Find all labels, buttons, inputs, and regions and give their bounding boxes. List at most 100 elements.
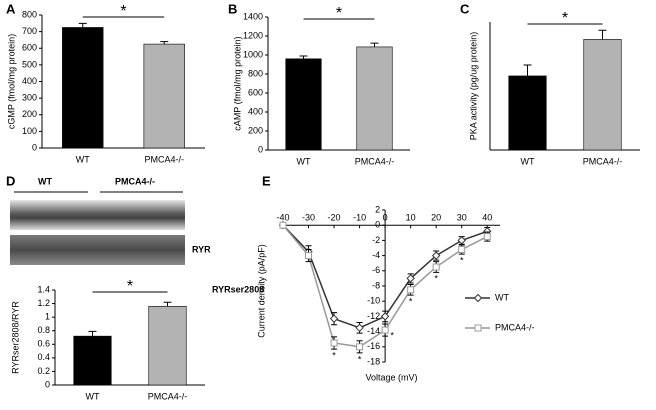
error-bar <box>299 55 308 59</box>
marker <box>406 274 415 283</box>
bar <box>285 58 322 151</box>
x-tick-label: -20 <box>328 213 341 223</box>
error-bar <box>163 301 172 307</box>
y-tick-label: 0 <box>258 144 263 154</box>
significance-star: * <box>409 296 413 306</box>
x-tick-label: PMCA4-/- <box>355 156 395 166</box>
panel-label: D <box>6 173 15 188</box>
x-tick-label: -30 <box>302 213 315 223</box>
x-tick-label: WT <box>86 391 100 401</box>
bar <box>143 43 185 149</box>
y-tick-label: 2 <box>375 204 380 214</box>
error-bar <box>160 41 169 45</box>
panel-label: A <box>6 1 16 16</box>
bar <box>356 46 393 151</box>
y-tick-label: 500 <box>22 59 37 69</box>
x-tick-label: PMCA4-/- <box>583 156 623 166</box>
y-tick-label: 100 <box>22 126 37 136</box>
error-bar <box>598 29 607 40</box>
panel-label: E <box>262 173 271 188</box>
y-tick-label: -8 <box>372 280 380 290</box>
y-tick-label: 1000 <box>243 49 263 59</box>
y-tick-label: 1200 <box>243 30 263 40</box>
blot-image <box>10 235 185 265</box>
x-axis-label: Voltage (mV) <box>365 372 417 382</box>
legend-label: PMCA4-/- <box>495 322 535 332</box>
blot-group-label: PMCA4-/- <box>115 176 155 186</box>
y-tick-label: 0 <box>32 142 37 152</box>
marker <box>279 221 287 229</box>
marker <box>457 236 466 245</box>
significance-star: * <box>358 354 362 364</box>
marker <box>458 246 466 254</box>
marker <box>432 263 440 271</box>
blot-group-label: WT <box>38 176 52 186</box>
x-tick-label: 0 <box>383 213 388 223</box>
y-tick-label: -14 <box>367 326 380 336</box>
x-tick-label: -10 <box>353 213 366 223</box>
x-tick-label: 40 <box>482 213 492 223</box>
y-tick-label: 200 <box>248 125 263 135</box>
significance-star: * <box>120 3 126 20</box>
legend-label: WT <box>495 292 509 302</box>
y-axis-label: cAMP (fmol/mg protein) <box>232 36 242 130</box>
y-tick-label: -10 <box>367 296 380 306</box>
x-tick-label: -40 <box>276 213 289 223</box>
error-bar <box>78 22 87 28</box>
significance-star: * <box>460 255 464 265</box>
y-tick-label: 200 <box>22 109 37 119</box>
y-tick-label: 300 <box>22 93 37 103</box>
marker <box>407 286 415 294</box>
significance-star: * <box>336 5 342 22</box>
significance-star: * <box>332 350 336 360</box>
bar <box>508 75 547 151</box>
x-tick-label: 10 <box>406 213 416 223</box>
significance-star: * <box>434 274 438 284</box>
y-tick-label: 0.4 <box>37 352 50 362</box>
marker <box>329 314 339 323</box>
marker <box>330 339 338 347</box>
y-axis-label: Current density (pA/pF) <box>256 244 266 338</box>
marker <box>305 252 313 260</box>
y-tick-label: -6 <box>372 265 380 275</box>
y-tick-label: 1.2 <box>37 298 50 308</box>
x-tick-label: WT <box>297 156 311 166</box>
y-tick-label: 0.2 <box>37 366 50 376</box>
y-tick-label: 0.6 <box>37 339 50 349</box>
significance-star: * <box>390 331 394 341</box>
y-axis-label: cGMP (fmol/mg protein) <box>6 34 16 129</box>
marker <box>355 323 364 333</box>
blot-image <box>10 200 185 230</box>
marker <box>356 343 364 351</box>
bar <box>148 305 187 386</box>
y-tick-label: 0 <box>375 220 380 230</box>
y-tick-label: 800 <box>248 68 263 78</box>
blot-label: RYR <box>192 244 211 254</box>
y-tick-label: 0 <box>45 379 50 389</box>
y-tick-label: 0.8 <box>37 325 50 335</box>
panel-label: B <box>228 1 237 16</box>
y-tick-label: 600 <box>22 43 37 53</box>
y-tick-label: -4 <box>372 250 380 260</box>
significance-star: * <box>127 278 133 295</box>
panel-label: C <box>460 1 470 16</box>
y-tick-label: 1.4 <box>37 284 50 294</box>
y-axis-label: RYRser2808/RYR <box>10 301 20 374</box>
y-tick-label: 1 <box>45 312 50 322</box>
bar <box>583 39 622 151</box>
bar <box>73 335 112 386</box>
y-axis-label: PKA activity (pg/ug protein) <box>468 32 478 141</box>
blot-label: RYRser2808 <box>212 284 264 294</box>
y-tick-label: -2 <box>372 235 380 245</box>
x-tick-label: WT <box>521 156 535 166</box>
marker <box>431 251 441 260</box>
x-tick-label: 30 <box>457 213 467 223</box>
x-tick-label: 20 <box>431 213 441 223</box>
legend-marker <box>473 293 483 303</box>
x-tick-label: PMCA4-/- <box>144 154 184 164</box>
marker <box>381 326 389 334</box>
y-tick-label: -12 <box>367 311 380 321</box>
error-bar <box>370 42 379 47</box>
y-tick-label: 700 <box>22 26 37 36</box>
